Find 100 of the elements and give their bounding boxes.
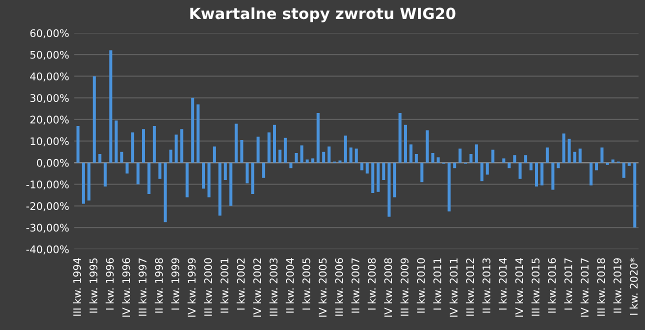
x-tick-label: III kw. 2009 <box>400 258 409 316</box>
bar <box>218 162 222 216</box>
x-tick-label: IV kw. 2011 <box>450 258 458 317</box>
x-tick-label: IV kw. 2017 <box>580 258 589 317</box>
bar <box>174 134 178 163</box>
bar <box>546 148 549 163</box>
bar <box>590 162 593 186</box>
bar <box>180 129 184 163</box>
bar <box>272 124 276 163</box>
bar <box>306 159 309 163</box>
x-tick-label: I kw. 1996 <box>106 258 114 310</box>
bar <box>600 148 604 163</box>
bar <box>562 134 566 163</box>
y-tick-label: -10,00% <box>26 180 69 190</box>
x-tick-label: II kw. 2007 <box>351 258 360 313</box>
bar <box>371 162 374 193</box>
bar <box>126 162 129 174</box>
bar <box>595 162 598 170</box>
bar <box>300 145 304 163</box>
bar <box>207 162 210 198</box>
bar <box>109 50 112 163</box>
x-tick-label: I kw. 2014 <box>498 258 507 310</box>
x-tick-label: II kw. 2004 <box>286 258 294 313</box>
bar <box>294 152 298 163</box>
y-tick-label: 0,00% <box>36 158 69 168</box>
bar <box>469 154 472 163</box>
y-tick-label: 30,00% <box>30 94 69 104</box>
x-tick-label: IV kw. 2014 <box>515 258 524 317</box>
bar <box>360 162 364 170</box>
bar <box>104 162 107 186</box>
bar <box>420 162 424 182</box>
bar <box>234 124 238 163</box>
bar <box>316 112 320 163</box>
bar <box>376 162 380 192</box>
bar <box>633 162 636 228</box>
bar <box>120 152 124 163</box>
x-tick-label: II kw. 2019 <box>613 258 622 313</box>
y-tick-label: -30,00% <box>26 224 69 233</box>
bar <box>256 136 260 163</box>
x-tick-label: IV kw. 2005 <box>318 258 327 317</box>
bar <box>268 132 271 163</box>
bar <box>147 162 150 194</box>
x-tick-label: III kw. 1994 <box>72 258 82 316</box>
bar <box>229 162 232 206</box>
x-tick-label: I kw. 2011 <box>433 258 442 310</box>
x-tick-label: III kw. 2003 <box>269 258 278 316</box>
x-tick-label: II kw. 2010 <box>416 258 425 313</box>
bar <box>530 162 533 170</box>
x-tick-label: IV kw. 1996 <box>122 258 130 317</box>
bar <box>540 162 544 186</box>
bar <box>186 162 189 198</box>
y-tick-label: 40,00% <box>30 72 69 82</box>
bar <box>480 162 484 182</box>
y-tick-label: -20,00% <box>26 202 69 212</box>
x-tick-label: III kw. 2000 <box>204 258 212 316</box>
bar <box>404 124 407 163</box>
bar <box>114 120 118 163</box>
bar <box>344 136 347 163</box>
bar <box>82 162 85 204</box>
bar <box>289 162 292 168</box>
bar <box>431 152 434 163</box>
x-tick-label: III kw. 2018 <box>596 258 606 316</box>
bar <box>409 144 412 163</box>
bar <box>524 155 528 163</box>
bar <box>366 162 369 174</box>
bar <box>92 76 96 163</box>
bar <box>311 158 314 163</box>
x-tick-label: III kw. 1997 <box>138 258 147 316</box>
bar <box>251 162 254 194</box>
bar <box>278 150 282 163</box>
bar <box>212 146 216 163</box>
x-tick-label: I kw. 2020* <box>630 258 638 315</box>
bar <box>448 162 451 212</box>
bar <box>622 162 626 178</box>
y-tick-label: 10,00% <box>30 137 69 146</box>
bar <box>224 162 227 180</box>
x-tick-label: II kw. 2001 <box>220 258 228 313</box>
bar <box>393 162 396 198</box>
bar <box>262 162 266 178</box>
bar <box>534 162 538 186</box>
bar <box>628 162 631 166</box>
bar <box>322 152 326 163</box>
x-tick-label: II kw. 2016 <box>548 258 556 313</box>
bar <box>398 112 402 163</box>
bar <box>136 162 140 184</box>
bar <box>196 104 200 163</box>
bar <box>502 158 506 163</box>
x-tick-label: III kw. 2006 <box>334 258 344 316</box>
bar <box>474 144 478 163</box>
bar <box>388 162 391 217</box>
bar <box>131 132 134 163</box>
bar <box>76 126 80 163</box>
x-tick-label: II kw. 1995 <box>89 258 98 313</box>
bar <box>573 152 576 163</box>
x-tick-label: I kw. 2005 <box>302 258 310 310</box>
bar <box>158 162 162 179</box>
bar <box>551 162 554 190</box>
bar <box>382 162 386 180</box>
bar <box>87 162 90 201</box>
y-tick-label: 20,00% <box>30 116 69 125</box>
